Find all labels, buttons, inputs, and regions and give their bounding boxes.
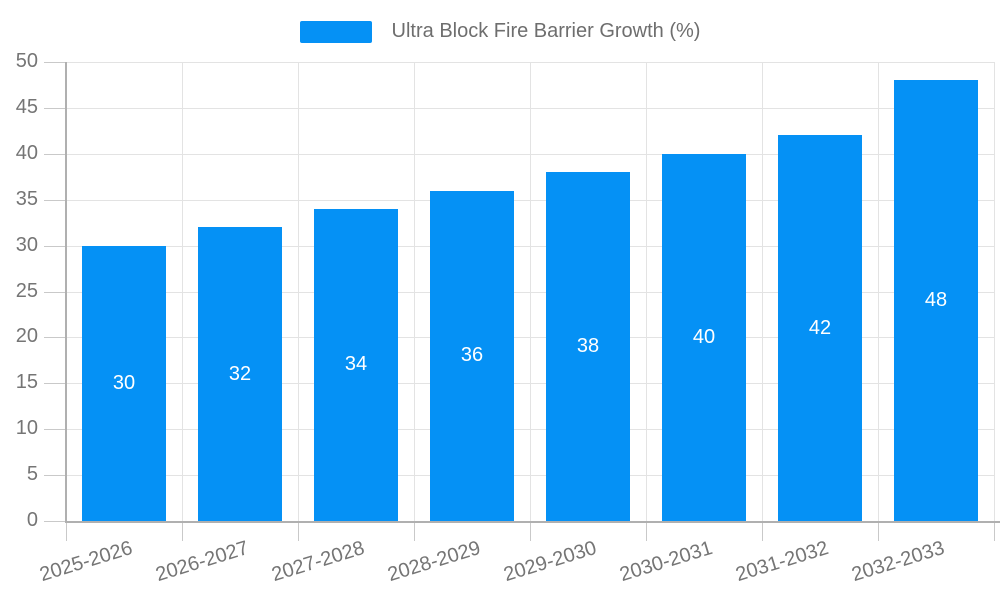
y-axis-tick-label: 30 — [15, 233, 38, 256]
x-gridline — [298, 62, 299, 521]
bar-value-label: 40 — [692, 325, 716, 348]
chart-legend: Ultra Block Fire Barrier Growth (%) — [0, 20, 1000, 43]
x-gridline — [530, 62, 531, 521]
bar-value-label: 42 — [808, 316, 832, 339]
x-axis-tick — [530, 521, 531, 541]
x-axis-tick — [66, 521, 67, 541]
y-axis-tick — [44, 107, 66, 109]
y-axis-tick-label: 45 — [15, 95, 38, 118]
x-gridline — [878, 62, 879, 521]
x-axis-tick — [298, 521, 299, 541]
y-axis-tick-label: 5 — [26, 463, 38, 486]
y-axis-tick — [44, 429, 66, 431]
x-axis-category-label: 2032-2033 — [849, 537, 948, 587]
y-axis-line — [65, 62, 67, 521]
bar-2026-2027[interactable]: 32 — [198, 227, 282, 521]
y-axis-tick-label: 0 — [26, 509, 38, 532]
legend-swatch-icon — [299, 20, 372, 43]
y-axis-tick-label: 10 — [15, 417, 38, 440]
y-axis-tick — [44, 153, 66, 155]
bar-value-label: 32 — [228, 362, 252, 385]
y-axis-tick — [44, 62, 66, 63]
x-axis-tick — [414, 521, 415, 541]
y-axis-tick — [44, 291, 66, 293]
x-axis-line — [65, 521, 1000, 523]
y-axis-tick — [44, 383, 66, 385]
x-axis-category-label: 2025-2026 — [37, 537, 136, 587]
x-axis-tick — [762, 521, 763, 541]
x-axis-category-label: 2029-2030 — [501, 537, 600, 587]
x-gridline — [994, 62, 995, 521]
x-axis-tick — [878, 521, 879, 541]
legend-label: Ultra Block Fire Barrier Growth (%) — [391, 20, 701, 42]
x-gridline — [182, 62, 183, 521]
x-axis-category-label: 2030-2031 — [617, 537, 716, 587]
y-axis-tick — [44, 521, 66, 522]
bar-2030-2031[interactable]: 40 — [662, 153, 746, 521]
x-gridline — [414, 62, 415, 521]
bar-2031-2032[interactable]: 42 — [778, 135, 862, 521]
y-axis-tick — [44, 475, 66, 477]
bar-value-label: 36 — [460, 344, 484, 367]
bar-2028-2029[interactable]: 36 — [430, 190, 514, 521]
bar-value-label: 38 — [576, 335, 600, 358]
bar-value-label: 30 — [112, 371, 136, 394]
x-axis-category-label: 2028-2029 — [385, 537, 484, 587]
x-axis-tick — [994, 521, 995, 541]
bar-2025-2026[interactable]: 30 — [82, 245, 166, 521]
y-axis-tick-label: 50 — [15, 50, 38, 73]
y-axis-tick — [44, 337, 66, 339]
y-axis-tick-label: 35 — [15, 187, 38, 210]
y-axis-tick-label: 20 — [15, 325, 38, 348]
y-axis-tick-label: 15 — [15, 371, 38, 394]
y-axis-tick-label: 40 — [15, 141, 38, 164]
bar-2029-2030[interactable]: 38 — [546, 172, 630, 521]
x-gridline — [762, 62, 763, 521]
x-axis-tick — [646, 521, 647, 541]
y-axis-tick — [44, 199, 66, 201]
y-axis-tick — [44, 245, 66, 247]
bar-value-label: 34 — [344, 353, 368, 376]
x-axis-category-label: 2026-2027 — [153, 537, 252, 587]
x-axis-tick — [182, 521, 183, 541]
legend-item[interactable]: Ultra Block Fire Barrier Growth (%) — [299, 20, 701, 43]
bar-value-label: 48 — [924, 289, 948, 312]
bar-2027-2028[interactable]: 34 — [314, 208, 398, 521]
x-axis-category-label: 2027-2028 — [269, 537, 368, 587]
bar-2032-2033[interactable]: 48 — [894, 80, 978, 521]
x-axis-category-label: 2031-2032 — [733, 537, 832, 587]
x-gridline — [646, 62, 647, 521]
y-axis-tick-label: 25 — [15, 279, 38, 302]
